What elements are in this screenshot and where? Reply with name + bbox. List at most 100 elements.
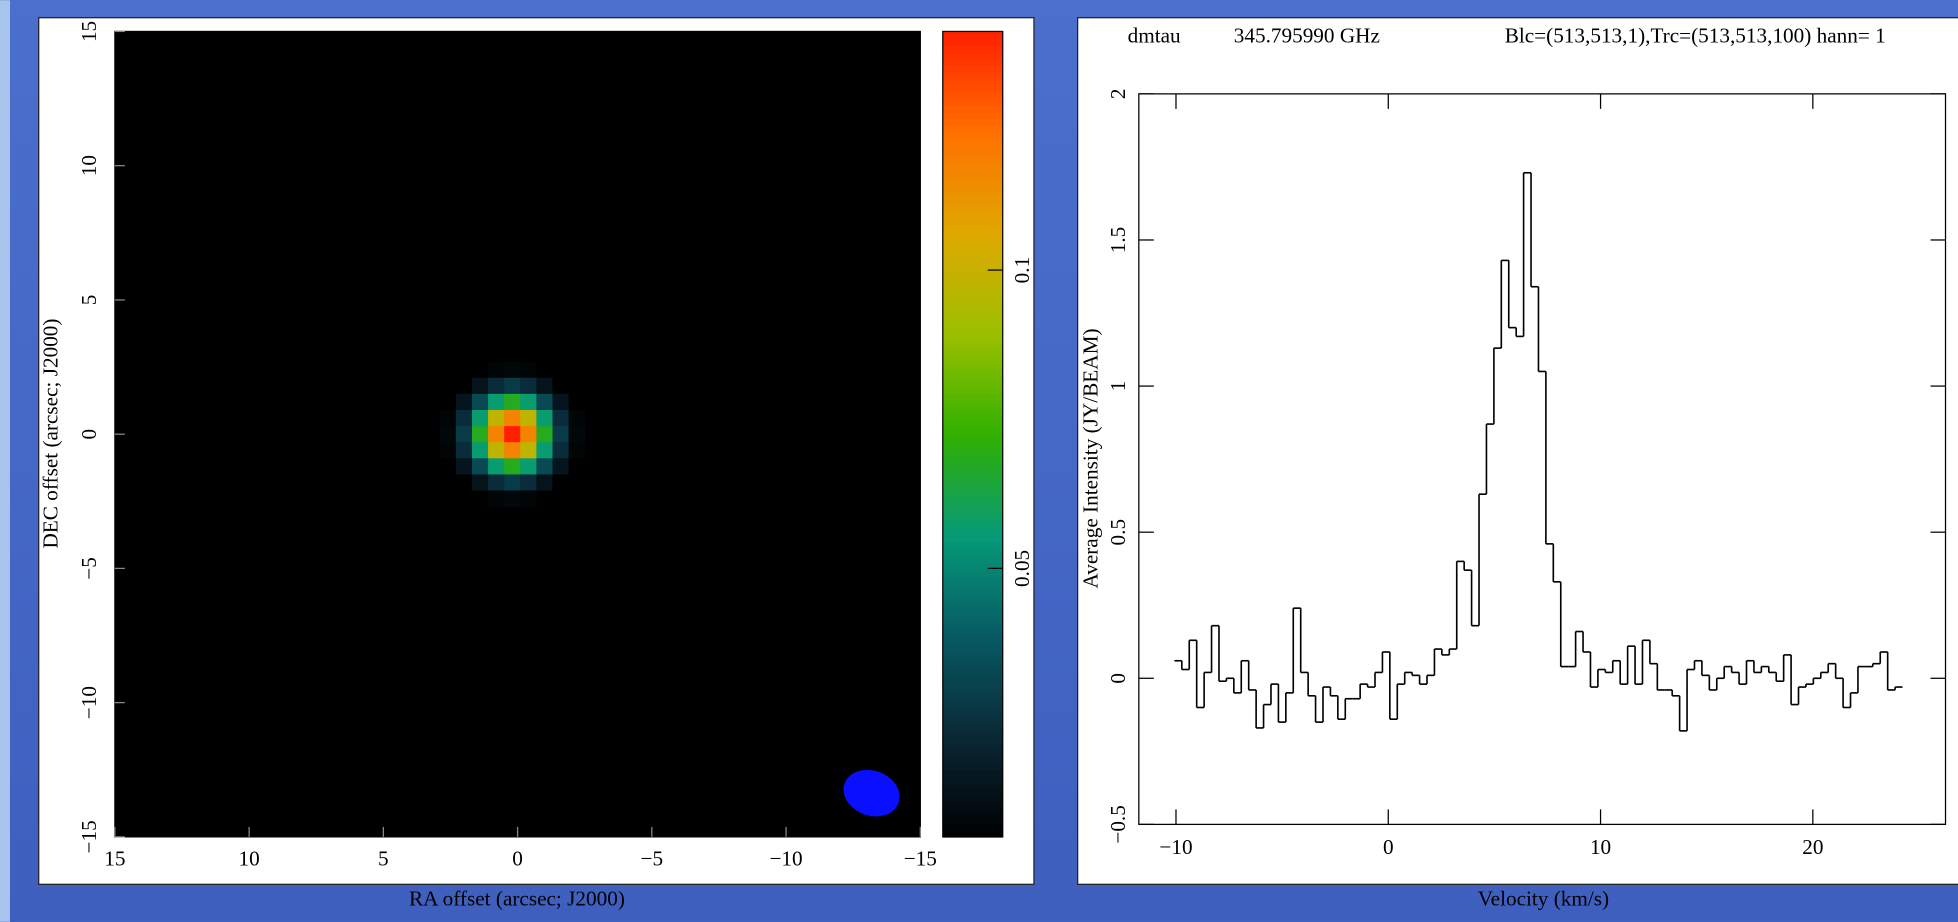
pixel [536,474,553,491]
colorbar-step [943,421,1003,428]
colorbar-step [943,360,1003,367]
colorbar-step [943,119,1003,126]
colorbar-step [943,219,1003,226]
y-tick-label: 15 [77,21,101,42]
colorbar-step [943,602,1003,609]
colorbar-step [943,709,1003,716]
colorbar-step [943,293,1003,300]
pixel [456,426,473,443]
right-panel [1078,18,1958,885]
colorbar-step [943,736,1003,743]
pixel [472,410,489,427]
x-tick-label: 15 [104,846,125,870]
pixel [552,378,569,395]
colorbar-step [943,99,1003,106]
colorbar-step [943,535,1003,542]
colorbar-step [943,186,1003,193]
colorbar-step [943,615,1003,622]
colorbar-step [943,669,1003,676]
colorbar-step [943,676,1003,683]
colorbar-step [943,636,1003,643]
pixel [520,426,537,443]
x-tick-label: −10 [1159,835,1192,859]
pixel [536,378,553,395]
pixel [552,362,569,379]
y-tick-label: 0 [1106,673,1130,684]
pixel [456,474,473,491]
pixel [569,378,586,395]
colorbar-step [943,696,1003,703]
colorbar-step [943,394,1003,401]
colorbar-step [943,582,1003,589]
colorbar-step [943,380,1003,387]
colorbar-step [943,347,1003,354]
colorbar-step [943,776,1003,783]
colorbar-step [943,454,1003,461]
pixel [569,491,586,508]
colorbar-step [943,723,1003,730]
pixel [520,378,537,395]
pixel [440,394,457,411]
pixel [520,394,537,411]
pixel [456,410,473,427]
colorbar-step [943,823,1003,830]
colorbar-step [943,515,1003,522]
pixel [440,458,457,475]
pixel [488,394,505,411]
pixel [488,426,505,443]
colorbar-step [943,139,1003,146]
colorbar-step [943,810,1003,817]
colorbar-step [943,441,1003,448]
pixel [536,426,553,443]
colorbar-step [943,662,1003,669]
y-tick-label: 1 [1106,381,1130,392]
colorbar-step [943,166,1003,173]
colorbar-step [943,38,1003,45]
side-strip [0,0,10,922]
y-tick-label: 2 [1106,89,1130,100]
colorbar-step [943,286,1003,293]
pixel [504,442,521,459]
pixel [472,458,489,475]
colorbar-step [943,146,1003,153]
colorbar-step [943,320,1003,327]
pixel [504,378,521,395]
colorbar-step [943,729,1003,736]
colorbar-step [943,743,1003,750]
header-text: 345.795990 GHz [1234,24,1380,48]
pixel [440,442,457,459]
pixel [536,442,553,459]
colorbar-step [943,468,1003,475]
colorbar-step [943,642,1003,649]
pixel [472,442,489,459]
colorbar-step [943,448,1003,455]
pixel [440,426,457,443]
pixel [472,362,489,379]
colorbar-step [943,132,1003,139]
pixel [536,458,553,475]
colorbar-step [943,783,1003,790]
pixel [552,458,569,475]
colorbar-step [943,589,1003,596]
colorbar-step [943,521,1003,528]
pixel [552,491,569,508]
colorbar-step [943,374,1003,381]
colorbar-step [943,649,1003,656]
x-tick-label: 10 [239,846,260,870]
y-axis-label: Average Intensity (JY/BEAM) [1079,328,1103,588]
colorbar-step [943,367,1003,374]
colorbar-step [943,246,1003,253]
x-tick-label: −5 [641,846,664,870]
pixel [456,378,473,395]
colorbar-step [943,682,1003,689]
colorbar-step [943,495,1003,502]
y-tick-label: −0.5 [1106,805,1130,844]
colorbar-step [943,575,1003,582]
colorbar-step [943,542,1003,549]
colorbar-step [943,240,1003,247]
colorbar-step [943,790,1003,797]
colorbar-step [943,58,1003,65]
colorbar-step [943,112,1003,119]
pixel [536,394,553,411]
colorbar-step [943,280,1003,287]
